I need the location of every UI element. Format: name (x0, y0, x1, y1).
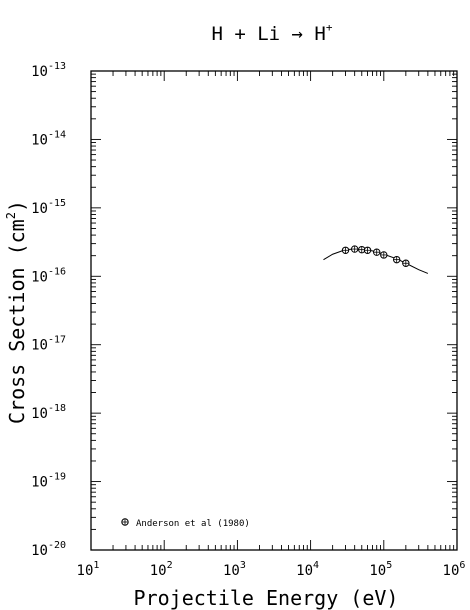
y-tick-label: 10-14 (31, 129, 66, 148)
chart-title: H + Li → H+ (211, 21, 332, 45)
data-points (341, 245, 410, 267)
y-tick-label: 10-13 (31, 61, 66, 80)
data-point (373, 248, 381, 256)
x-tick-label: 101 (77, 560, 100, 579)
data-point (358, 245, 366, 254)
y-major-ticks (91, 70, 457, 551)
data-point (380, 251, 388, 259)
x-minor-ticks (112, 71, 455, 550)
data-point (350, 245, 359, 253)
x-tick-label: 104 (296, 560, 319, 579)
x-tick-label: 102 (150, 560, 173, 579)
legend: Anderson et al (1980) (121, 518, 250, 529)
x-tick-label: 105 (369, 560, 392, 579)
y-tick-labels: 10-20 10-19 10-18 10-17 10-16 10-15 10-14 10-13 (31, 61, 66, 559)
y-tick-label: 10-17 (31, 335, 66, 354)
x-axis-label: Projectile Energy (eV) (134, 586, 399, 610)
data-point (392, 255, 401, 264)
x-major-ticks (90, 71, 458, 550)
data-point (402, 259, 410, 267)
plot-frame (90, 70, 458, 551)
y-tick-label: 10-20 (31, 540, 66, 559)
data-point (363, 246, 372, 254)
data-point (341, 246, 350, 254)
legend-marker (121, 518, 129, 526)
x-tick-label: 103 (223, 560, 246, 579)
x-tick-label: 106 (443, 560, 466, 579)
y-axis-label: Cross Section (cm2) (4, 200, 29, 424)
x-tick-labels: 101 102 103 104 105 106 (77, 560, 466, 579)
y-minor-ticks (91, 73, 457, 530)
y-tick-label: 10-19 (31, 472, 66, 491)
y-tick-label: 10-16 (31, 266, 66, 285)
y-tick-label: 10-15 (31, 198, 66, 217)
legend-label: Anderson et al (1980) (136, 519, 250, 529)
fit-curve (323, 248, 429, 274)
y-tick-label: 10-18 (31, 403, 66, 422)
